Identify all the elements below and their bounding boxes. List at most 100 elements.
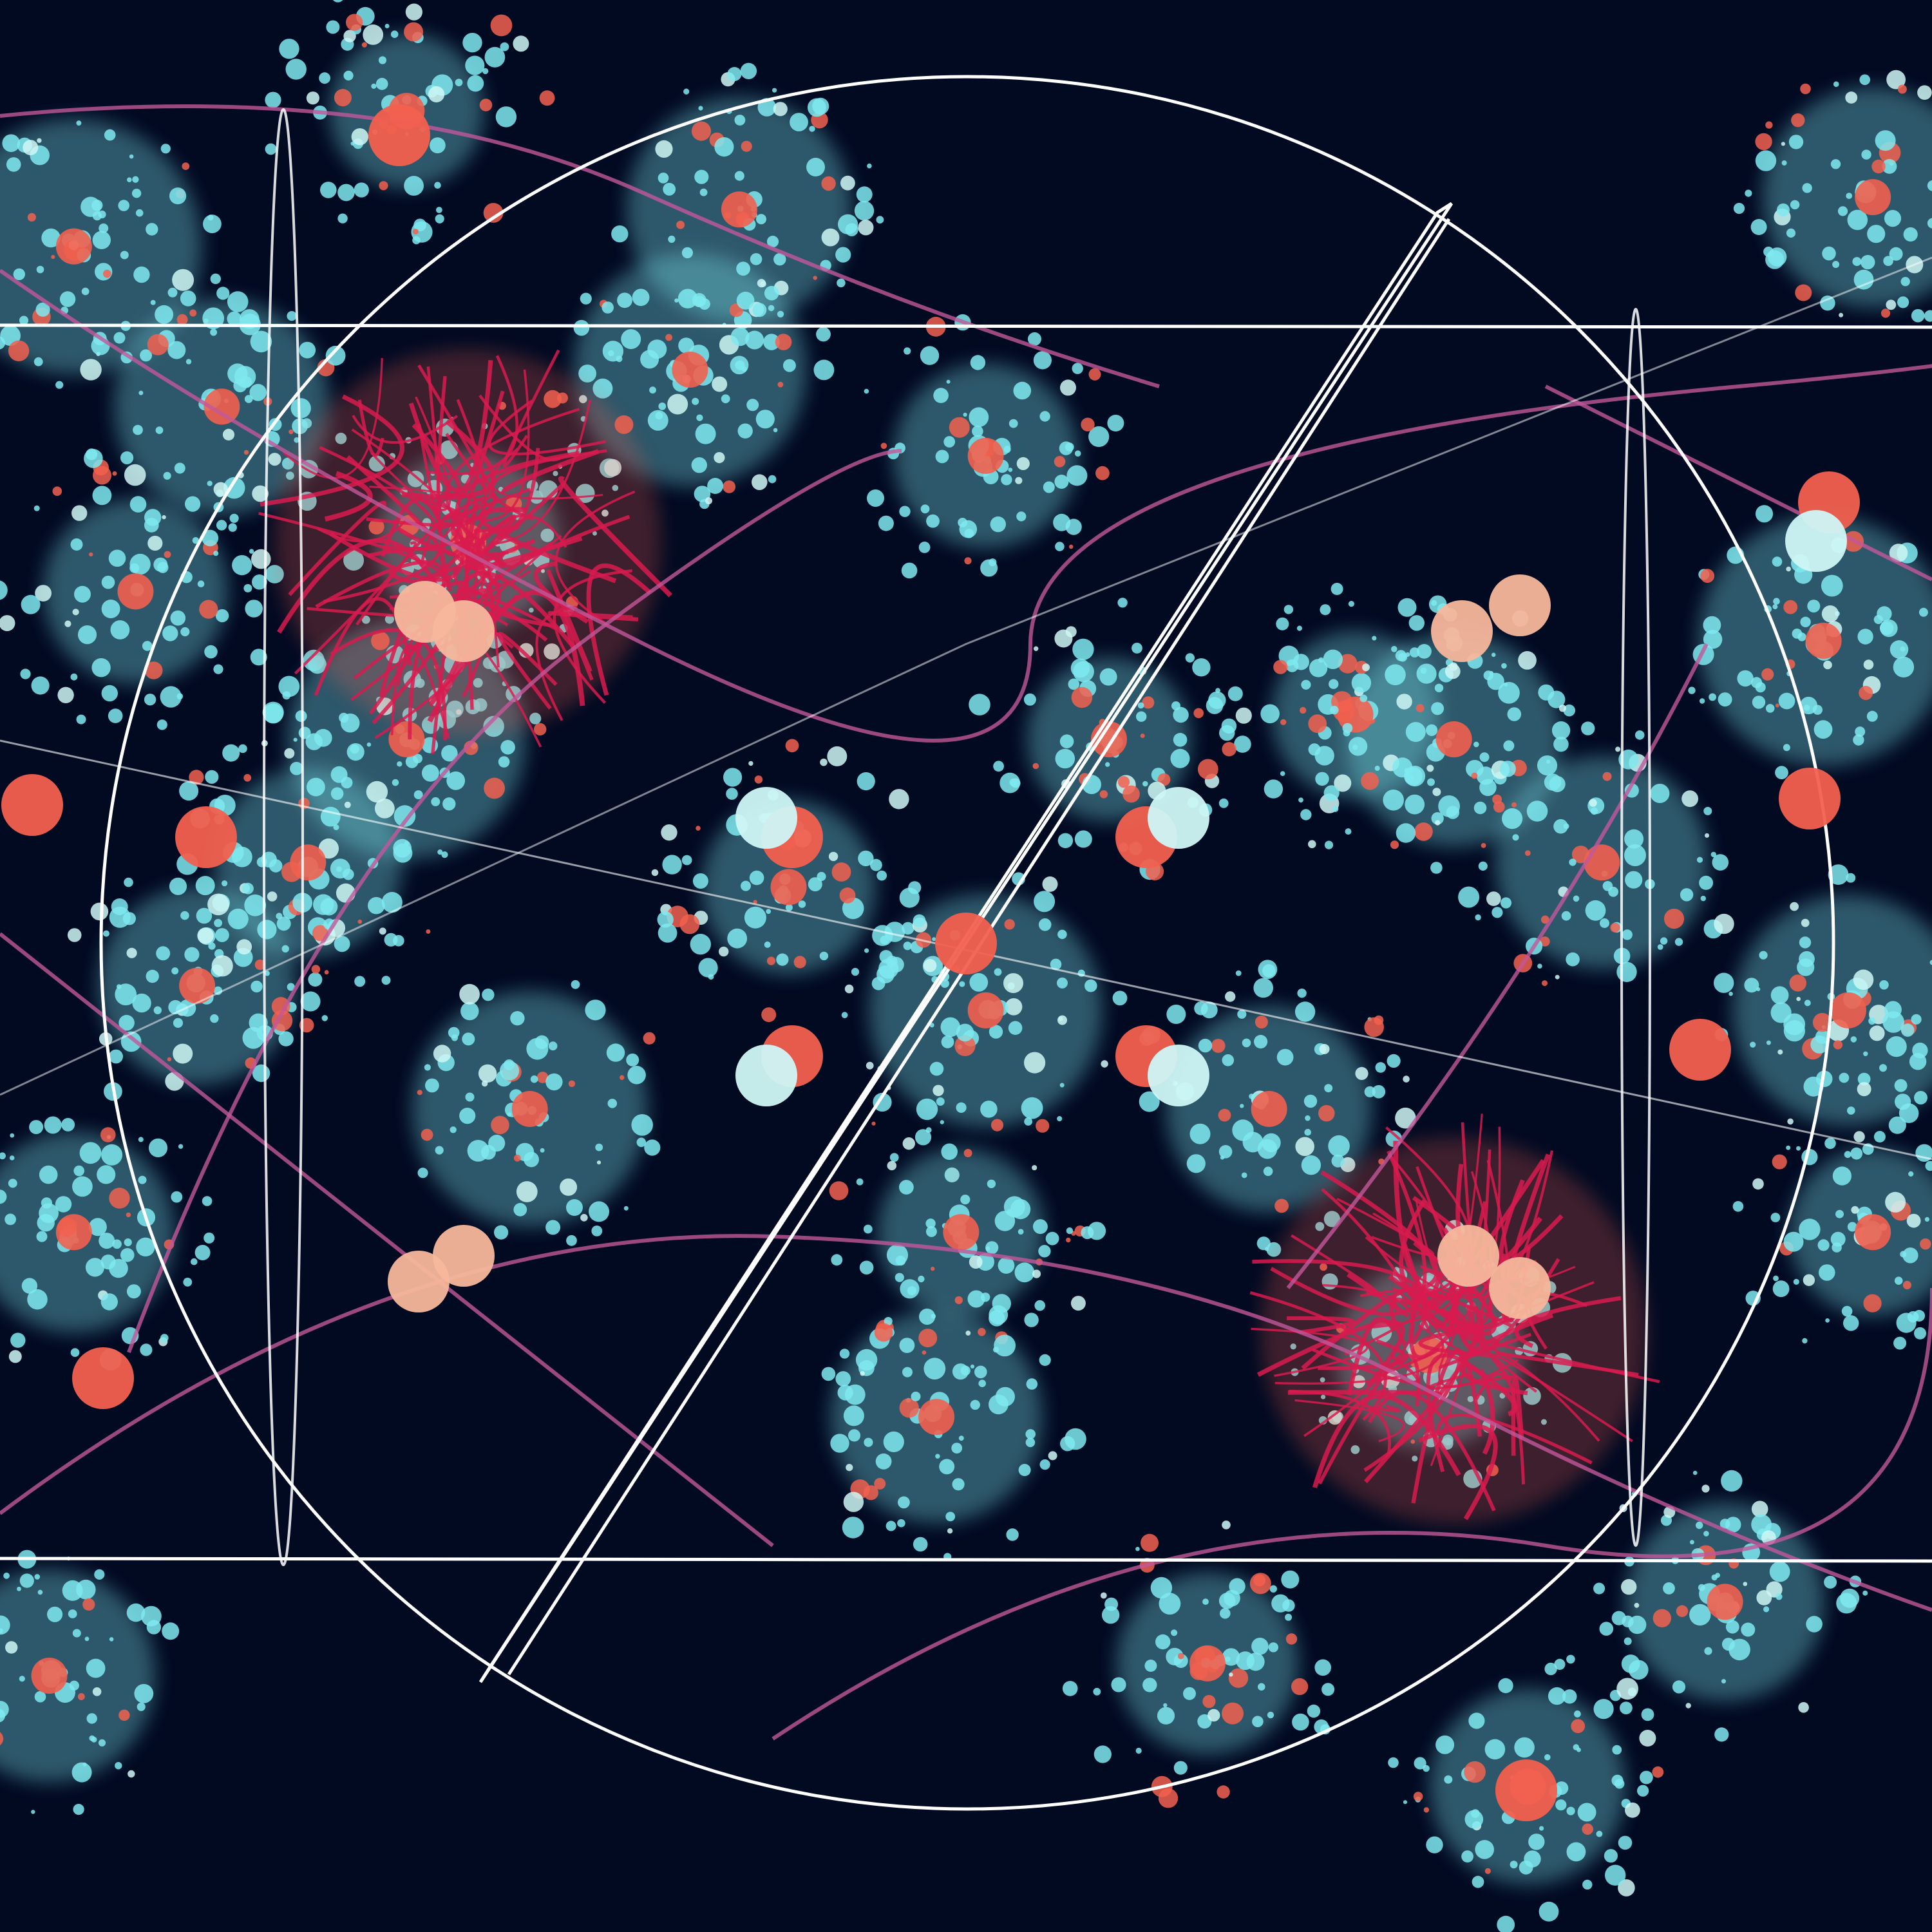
cluster-dot	[1141, 1533, 1159, 1552]
cluster-dot	[589, 1201, 609, 1222]
web-strand	[490, 448, 603, 500]
cluster-dot	[1624, 829, 1644, 849]
cluster-dot	[1792, 629, 1803, 639]
cluster-dot	[920, 504, 930, 514]
cluster-dot	[430, 137, 446, 154]
cluster-dot	[980, 1101, 998, 1118]
cluster-dot	[884, 1317, 893, 1326]
cluster-dot	[0, 580, 8, 600]
cluster-dot	[970, 1364, 975, 1368]
cluster-dot	[1099, 668, 1117, 686]
cluster-dot	[969, 694, 990, 715]
cluster-dot	[346, 14, 363, 31]
cluster-dot	[951, 1443, 963, 1454]
cluster-dot	[1225, 1656, 1231, 1662]
cluster-dot	[1142, 696, 1155, 709]
cluster-dot	[1803, 1274, 1815, 1287]
cluster-dot	[899, 1398, 919, 1418]
cluster-dot	[874, 1323, 893, 1342]
cluster-dot	[344, 801, 351, 808]
cluster-dot	[1875, 130, 1896, 151]
cluster-dot	[1777, 1049, 1783, 1055]
cluster-dot	[1889, 247, 1903, 261]
cluster-dot	[1150, 1577, 1173, 1599]
cluster-dot	[1139, 1091, 1160, 1112]
cluster-dot	[100, 1255, 116, 1270]
cluster-dot	[1416, 663, 1437, 684]
cluster-dot	[741, 366, 747, 372]
cluster-dot	[1018, 1229, 1024, 1235]
cluster-dot	[1765, 121, 1773, 129]
web-strand	[586, 564, 652, 696]
cluster-dot	[146, 223, 158, 236]
cluster-dot	[138, 390, 144, 395]
web-strand	[1344, 1287, 1439, 1356]
cluster-dot	[1208, 1709, 1220, 1722]
cluster-dot	[279, 39, 299, 59]
cluster-dot	[1718, 692, 1732, 707]
cluster-dot	[1832, 261, 1840, 269]
web-strand	[497, 632, 558, 710]
cluster-core	[1251, 1090, 1287, 1127]
cluster-dot	[215, 609, 229, 623]
cluster-dot	[278, 1031, 294, 1046]
cluster-dot	[925, 1218, 936, 1229]
cluster-dot	[100, 1127, 116, 1142]
cluster-dot	[210, 1014, 219, 1023]
cluster-dot	[691, 121, 712, 141]
cluster-dot	[1066, 1227, 1074, 1235]
web-strand	[1294, 1399, 1405, 1443]
cluster-dot	[185, 359, 192, 365]
large-dot	[935, 913, 997, 974]
cluster-dot	[1330, 705, 1339, 715]
cluster-dot	[1397, 598, 1417, 617]
cluster-dot	[433, 1045, 451, 1063]
cluster-dot	[202, 529, 219, 547]
cluster-dot	[156, 719, 167, 730]
cluster-dot	[459, 983, 480, 1005]
cluster-dot	[1914, 1327, 1926, 1340]
cluster-dot	[287, 311, 297, 321]
cluster-dot	[284, 748, 295, 759]
cluster-dot	[1737, 670, 1754, 687]
cluster-dot	[1473, 801, 1487, 815]
cluster-dot	[1331, 1154, 1345, 1168]
cluster-dot	[940, 1017, 961, 1037]
cluster-dot	[1703, 630, 1723, 649]
cluster-dot	[1765, 250, 1785, 269]
cluster-dot	[1625, 1802, 1640, 1818]
cluster-dot	[8, 1179, 17, 1188]
cluster-dot	[500, 740, 515, 755]
cluster-dot	[1582, 1879, 1593, 1890]
white-vertical-loop-right	[1620, 308, 1651, 1547]
cluster-dot	[863, 1224, 873, 1234]
cluster-dot	[1185, 653, 1195, 663]
cluster-dot	[1348, 737, 1368, 756]
cluster-dot	[435, 1146, 444, 1155]
cluster-dot	[540, 1148, 545, 1153]
cluster-dot	[980, 559, 998, 577]
cluster-dot	[1249, 1573, 1271, 1595]
cluster-dot	[13, 268, 25, 281]
cluster-dot	[1793, 1278, 1799, 1285]
web-strand	[478, 507, 617, 583]
cluster-dot	[785, 739, 799, 753]
cluster-dot	[1263, 1166, 1273, 1177]
cluster-dot	[750, 253, 762, 265]
cluster-dot	[325, 345, 346, 366]
cluster-dot	[378, 56, 387, 64]
cluster-dot	[902, 922, 914, 935]
cluster-dot	[1217, 1785, 1230, 1799]
cluster-dot	[1282, 1599, 1295, 1612]
cluster-dot	[1070, 1296, 1086, 1311]
cluster-dot	[1498, 681, 1520, 704]
cluster-dot	[913, 914, 926, 927]
cluster-dot	[692, 873, 708, 889]
cluster-dot	[131, 189, 142, 198]
cluster-dot	[1839, 312, 1844, 317]
cluster-dot	[91, 658, 111, 677]
cluster-dot	[933, 388, 949, 403]
cluster-dot	[1484, 1739, 1506, 1760]
cluster-dot	[1066, 1237, 1071, 1243]
cluster-dot	[1889, 544, 1908, 562]
